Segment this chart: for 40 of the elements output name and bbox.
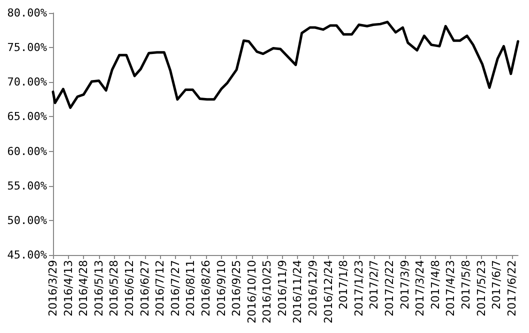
y-tick-label: 50.00% (7, 214, 48, 227)
y-tick-label: 70.00% (7, 76, 48, 89)
y-tick-label: 45.00% (7, 248, 48, 262)
x-tick-label: 2016/10/10 (245, 260, 258, 324)
x-tick-label: 2016/8/11 (184, 260, 198, 316)
y-tick-label: 80.00% (7, 6, 48, 20)
x-tick-label: 2016/12/9 (306, 260, 320, 316)
x-tick-label: 2016/5/13 (92, 260, 106, 316)
x-tick-label: 2017/4/8 (428, 260, 442, 310)
x-tick-label: 2016/6/12 (122, 260, 136, 316)
x-tick-label: 2017/2/7 (368, 260, 381, 310)
x-tick-label: 2017/5/23 (474, 260, 488, 316)
x-tick-label: 2016/9/25 (230, 260, 244, 316)
x-tick-label: 2017/4/23 (444, 260, 458, 316)
x-tick-label: 2016/10/25 (260, 260, 274, 324)
x-tick-label: 2017/1/8 (337, 260, 350, 310)
x-tick-label: 2016/9/10 (214, 260, 228, 316)
y-tick-label: 75.00% (7, 41, 48, 54)
x-tick-label: 2017/1/23 (352, 260, 366, 316)
x-tick-label: 2016/5/28 (108, 260, 121, 316)
x-tick-label: 2016/4/28 (77, 260, 90, 316)
line-series (52, 20, 520, 109)
x-tick-label: 2017/2/22 (383, 260, 396, 316)
x-tick-label: 2017/6/22 (505, 260, 518, 316)
x-tick-label: 2016/7/12 (154, 260, 167, 316)
x-tick-label: 2017/3/9 (398, 260, 412, 310)
x-tick-label: 2016/11/9 (276, 260, 289, 316)
x-tick-label: 2016/12/24 (322, 260, 335, 324)
x-tick-label: 2016/6/27 (138, 260, 152, 316)
x-tick-label: 2016/4/13 (62, 260, 75, 316)
y-tick-label: 60.00% (7, 144, 48, 158)
x-tick-label: 2016/8/26 (199, 260, 212, 316)
x-tick-label: 2017/3/24 (414, 260, 427, 316)
x-tick-label: 2016/3/29 (46, 260, 60, 316)
x-tick-label: 2017/5/8 (459, 260, 472, 310)
x-tick-label: 2016/11/24 (291, 260, 304, 324)
x-tick-label: 2017/6/7 (490, 260, 504, 310)
x-tick-label: 2016/7/27 (168, 260, 182, 316)
y-tick-label: 55.00% (7, 179, 48, 192)
y-tick-label: 65.00% (7, 110, 48, 124)
